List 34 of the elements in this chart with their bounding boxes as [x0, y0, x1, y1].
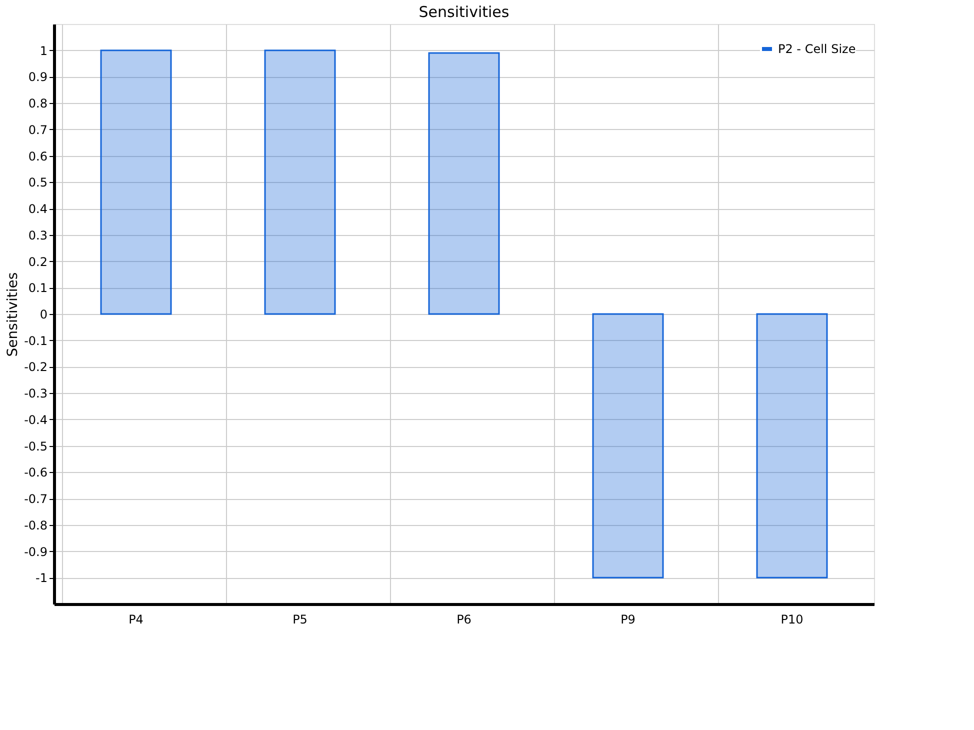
y-tick-label: 0.2	[28, 254, 48, 269]
y-tick-label: 0.5	[28, 176, 48, 190]
y-tick-label: 0.1	[28, 281, 48, 296]
y-tick-label: 0.4	[28, 202, 48, 216]
x-tick-label: P6	[456, 612, 472, 626]
bar	[756, 313, 828, 578]
y-tick-label: -0.7	[24, 492, 48, 506]
bar	[428, 52, 500, 315]
y-tick-label: 0.9	[28, 70, 48, 84]
y-tick-label: -0.4	[24, 412, 48, 427]
chart-title: Sensitivities	[418, 3, 510, 21]
y-tick-label: -0.3	[24, 386, 48, 401]
bar	[592, 313, 664, 578]
x-tick-label: P10	[780, 612, 804, 626]
y-tick-label: -0.5	[24, 439, 48, 454]
bar	[100, 50, 172, 315]
x-tick-label: P9	[620, 612, 636, 626]
x-tick-label: P4	[128, 612, 144, 626]
y-tick-label: 0.8	[28, 96, 48, 111]
y-tick-label: -0.6	[24, 466, 48, 480]
y-tick-label: -0.8	[24, 518, 48, 532]
legend-label: P2 - Cell Size	[778, 42, 856, 56]
y-tick-label: 0	[40, 308, 48, 322]
x-tick-label: P5	[292, 612, 308, 626]
y-tick-label: -0.2	[24, 360, 48, 374]
y-axis-title: Sensitivities	[5, 272, 22, 357]
y-tick-label: 0.3	[28, 228, 48, 242]
y-tick-label: 1	[40, 44, 48, 58]
y-tick-label: -0.1	[24, 334, 48, 348]
y-tick-label: -0.9	[24, 544, 48, 559]
y-tick-label: -1	[36, 571, 48, 586]
y-tick-label: 0.7	[28, 122, 48, 137]
y-tick-label: 0.6	[28, 149, 48, 164]
bar	[264, 50, 336, 315]
